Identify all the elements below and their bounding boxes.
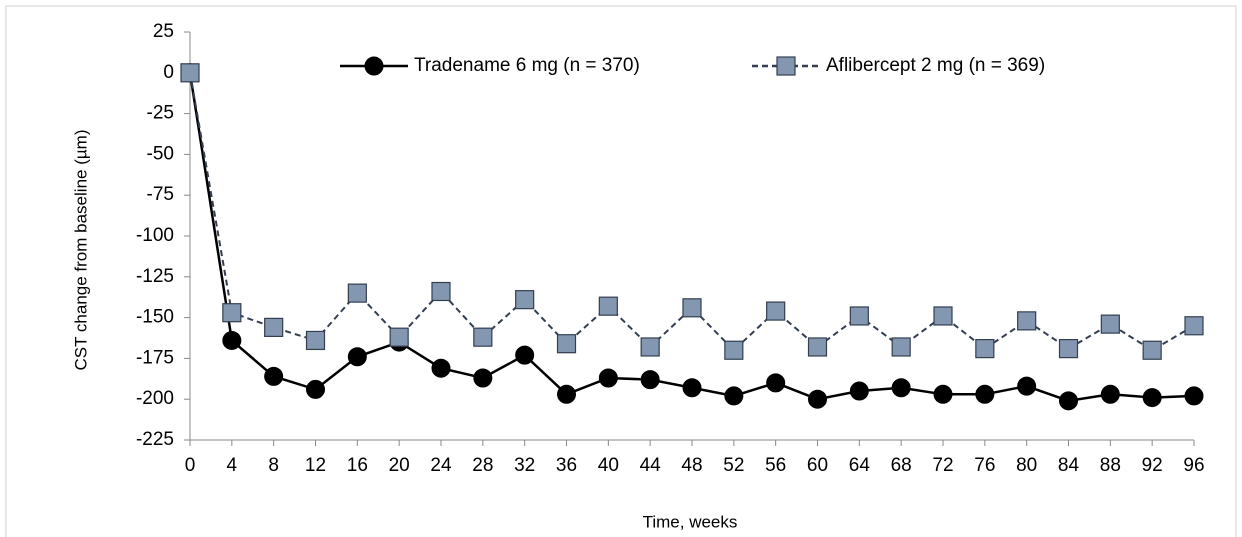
marker [766,373,786,393]
x-tick-label: 84 [1058,455,1080,476]
x-tick-label: 16 [347,455,368,476]
marker [1100,314,1120,334]
y-tick-label: -100 [136,225,174,246]
x-tick-label: 60 [807,455,828,476]
marker [473,327,493,347]
chart-frame [5,5,1237,537]
legend-label: Aflibercept 2 mg (n = 369) [826,55,1045,76]
marker [431,358,451,378]
x-tick-label: 0 [185,455,196,476]
x-tick-label: 92 [1142,455,1163,476]
x-tick-label: 40 [598,455,619,476]
y-tick-label: -150 [136,307,174,328]
marker [640,370,660,390]
marker [808,389,827,409]
x-tick-label: 96 [1183,455,1204,476]
marker [849,381,869,401]
x-tick-label: 4 [227,455,238,476]
x-tick-label: 24 [430,455,452,476]
marker [682,378,702,398]
marker [1100,384,1120,404]
x-tick-label: 56 [765,455,786,476]
y-tick-label: 0 [163,62,174,83]
x-tick-label: 48 [681,455,702,476]
marker [975,384,995,404]
x-tick-label: 12 [305,455,326,476]
marker [1142,340,1162,360]
x-tick-label: 52 [723,455,744,476]
marker [933,384,953,404]
x-tick-label: 28 [472,455,493,476]
x-tick-label: 36 [556,455,577,476]
marker [598,296,618,316]
y-tick-label: -25 [147,103,174,124]
legend-label: Tradename 6 mg (n = 370) [414,55,640,76]
y-tick-label: -225 [136,429,174,450]
y-tick-label: -175 [136,347,174,368]
x-tick-label: 68 [891,455,912,476]
x-tick-label: 76 [974,455,995,476]
x-tick-label: 88 [1100,455,1121,476]
marker [1017,311,1037,331]
marker [891,378,911,398]
marker [933,306,953,326]
x-tick-label: 64 [849,455,871,476]
y-tick-label: -50 [147,143,174,164]
marker [1142,388,1162,408]
marker [640,337,660,357]
marker [473,368,493,388]
marker [1184,316,1204,336]
marker [598,368,618,388]
marker [682,298,702,318]
marker [1184,386,1204,406]
marker [347,347,367,367]
marker [1017,376,1037,396]
marker [724,386,744,406]
marker [264,366,284,386]
marker [556,334,577,354]
marker [1058,339,1079,359]
marker [347,283,367,303]
marker [1059,391,1078,411]
marker [849,306,869,326]
marker [306,379,325,399]
marker [766,301,786,321]
marker [975,339,995,359]
marker [724,340,744,360]
legend-marker [364,56,384,76]
marker [389,327,409,347]
legend-marker [776,56,796,76]
y-tick-label: -200 [136,388,174,409]
y-axis-label: CST change from baseline (µm) [71,130,90,371]
marker [180,63,200,83]
y-tick-label: 25 [153,21,174,42]
marker [557,384,576,404]
y-tick-label: -75 [147,184,174,205]
marker [305,330,326,351]
x-tick-label: 72 [932,455,953,476]
x-tick-label: 20 [389,455,410,476]
x-axis-label: Time, weeks [643,512,738,531]
x-tick-label: 8 [268,455,279,476]
x-tick-label: 44 [640,455,662,476]
x-tick-label: 80 [1016,455,1037,476]
marker [807,337,828,357]
y-tick-label: -125 [136,266,174,287]
x-tick-label: 32 [514,455,535,476]
marker [515,290,535,310]
marker [891,337,911,357]
marker [222,330,242,350]
series-line [188,72,1195,403]
marker [222,303,242,323]
marker [515,345,535,365]
marker [431,281,451,302]
marker [264,317,284,337]
